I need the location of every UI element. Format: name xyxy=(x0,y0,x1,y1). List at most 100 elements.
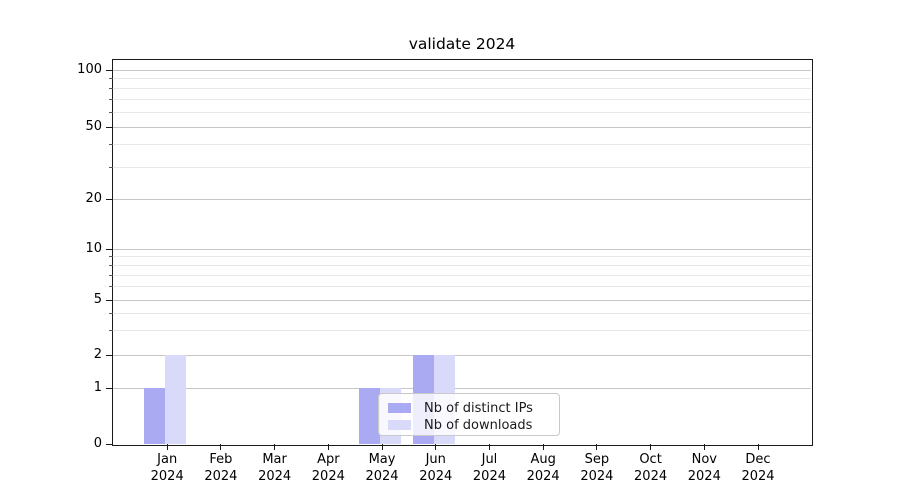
x-tick-label: Jul 2024 xyxy=(457,452,521,485)
x-tick-year: 2024 xyxy=(258,468,292,484)
y-tick xyxy=(106,198,113,200)
chart-title: validate 2024 xyxy=(408,35,516,53)
legend-swatch-downloads xyxy=(388,420,411,430)
y-gridline-major xyxy=(113,126,811,128)
y-tick-label: 0 xyxy=(93,436,102,451)
y-tick xyxy=(106,299,113,301)
y-tick-minor xyxy=(109,111,113,113)
y-tick xyxy=(106,248,113,250)
y-tick-minor xyxy=(109,166,113,168)
y-tick-label: 5 xyxy=(93,292,102,307)
y-tick-minor xyxy=(109,264,113,266)
x-tick xyxy=(274,444,276,450)
x-tick-year: 2024 xyxy=(526,468,560,484)
x-tick xyxy=(381,444,383,450)
y-gridline-minor xyxy=(113,98,811,100)
y-tick-minor xyxy=(109,144,113,146)
legend-swatch-distinct-ips xyxy=(388,403,411,413)
y-gridline-minor xyxy=(113,78,811,80)
y-tick-minor xyxy=(109,330,113,332)
x-tick-month: Oct xyxy=(639,452,662,467)
y-tick-minor xyxy=(109,312,113,314)
y-gridline-minor xyxy=(113,312,811,314)
y-tick-minor xyxy=(109,78,113,80)
x-tick xyxy=(650,444,652,450)
x-tick-label: Jun 2024 xyxy=(404,452,468,485)
y-tick-minor xyxy=(109,87,113,89)
y-tick-label: 20 xyxy=(85,191,102,206)
x-tick xyxy=(435,444,437,450)
x-tick xyxy=(596,444,598,450)
y-gridline-minor xyxy=(113,87,811,89)
x-tick-month: May xyxy=(368,452,396,467)
x-tick-month: Nov xyxy=(691,452,717,467)
y-gridline-minor xyxy=(113,330,811,332)
x-tick-year: 2024 xyxy=(741,468,775,484)
y-tick-minor xyxy=(109,274,113,276)
legend-label-distinct-ips: Nb of distinct IPs xyxy=(424,400,533,416)
x-tick-label: Mar 2024 xyxy=(243,452,307,485)
x-tick-label: Jan 2024 xyxy=(135,452,199,485)
x-tick xyxy=(327,444,329,450)
x-tick-month: Jul xyxy=(481,452,498,467)
x-tick-label: May 2024 xyxy=(350,452,414,485)
x-tick-month: Apr xyxy=(317,452,340,467)
y-tick xyxy=(106,354,113,356)
x-tick-month: Dec xyxy=(745,452,771,467)
x-tick-label: Feb 2024 xyxy=(189,452,253,485)
y-gridline-minor xyxy=(113,256,811,258)
y-gridline-major xyxy=(113,248,811,250)
x-tick-year: 2024 xyxy=(150,468,184,484)
x-tick-label: Dec 2024 xyxy=(726,452,790,485)
x-tick-year: 2024 xyxy=(687,468,721,484)
x-tick-label: Sep 2024 xyxy=(565,452,629,485)
y-tick-minor xyxy=(109,286,113,288)
y-tick xyxy=(106,69,113,71)
bar-distinct-ips-jan xyxy=(144,388,166,444)
x-tick xyxy=(542,444,544,450)
legend-item-downloads: Nb of downloads xyxy=(388,417,559,433)
y-tick xyxy=(106,387,113,389)
bar-downloads-jan xyxy=(165,355,187,444)
y-tick-label: 1 xyxy=(93,380,102,395)
legend: Nb of distinct IPs Nb of downloads xyxy=(378,393,560,436)
x-tick-year: 2024 xyxy=(204,468,238,484)
x-tick-label: Nov 2024 xyxy=(672,452,736,485)
bar-distinct-ips-may xyxy=(359,388,381,444)
y-gridline-major xyxy=(113,299,811,301)
x-tick xyxy=(488,444,490,450)
x-tick-month: Aug xyxy=(530,452,556,467)
y-tick xyxy=(106,443,113,445)
x-tick-label: Oct 2024 xyxy=(619,452,683,485)
x-tick xyxy=(166,444,168,450)
y-tick-label: 50 xyxy=(85,119,102,134)
y-gridline-major xyxy=(113,354,811,356)
x-tick-year: 2024 xyxy=(311,468,345,484)
x-tick xyxy=(757,444,759,450)
y-tick-label: 2 xyxy=(93,347,102,362)
y-gridline-minor xyxy=(113,166,811,168)
x-tick-month: Sep xyxy=(584,452,610,467)
y-gridline-minor xyxy=(113,274,811,276)
y-gridline-major xyxy=(113,387,811,389)
x-tick-month: Mar xyxy=(262,452,287,467)
legend-item-distinct-ips: Nb of distinct IPs xyxy=(388,400,559,416)
x-tick-month: Jun xyxy=(425,452,446,467)
x-tick-year: 2024 xyxy=(365,468,399,484)
y-gridline-minor xyxy=(113,111,811,113)
legend-label-downloads: Nb of downloads xyxy=(424,417,533,433)
y-gridline-minor xyxy=(113,264,811,266)
x-tick-month: Jan xyxy=(157,452,178,467)
y-gridline-major xyxy=(113,198,811,200)
x-tick xyxy=(220,444,222,450)
x-tick-year: 2024 xyxy=(472,468,506,484)
x-tick xyxy=(703,444,705,450)
y-gridline-minor xyxy=(113,144,811,146)
y-tick-minor xyxy=(109,256,113,258)
x-tick-label: Apr 2024 xyxy=(296,452,360,485)
y-gridline-major xyxy=(113,69,811,71)
y-tick-label: 100 xyxy=(77,62,102,77)
y-tick-minor xyxy=(109,98,113,100)
x-tick-year: 2024 xyxy=(419,468,453,484)
